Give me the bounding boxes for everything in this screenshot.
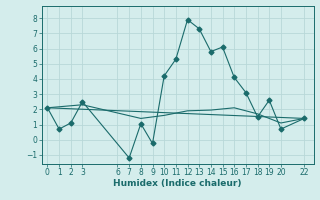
X-axis label: Humidex (Indice chaleur): Humidex (Indice chaleur) <box>113 179 242 188</box>
